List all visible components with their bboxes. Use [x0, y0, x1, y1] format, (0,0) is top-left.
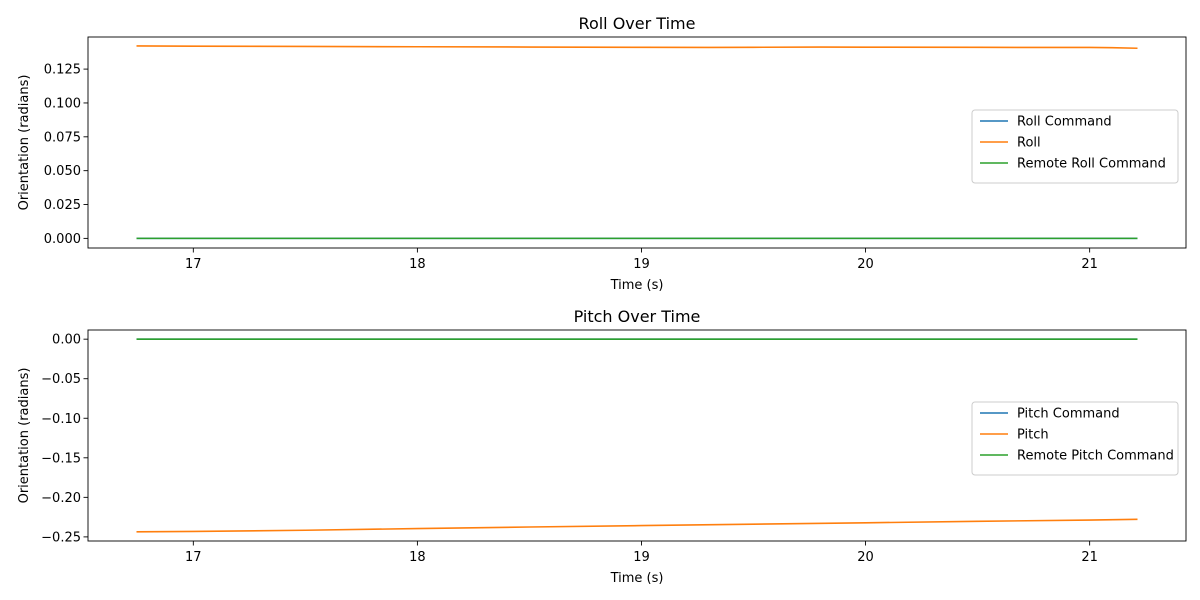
- legend-box: [971, 401, 1179, 476]
- legend: Pitch Command Pitch Remote Pitch Command: [971, 401, 1179, 476]
- x-tick-label: 18: [409, 550, 426, 565]
- y-tick-label: −0.05: [41, 372, 81, 387]
- y-tick-label: 0.075: [44, 130, 81, 145]
- series-line-roll: [136, 45, 1138, 50]
- chart-title: Pitch Over Time: [574, 307, 701, 326]
- legend-box: [971, 109, 1179, 184]
- y-tick-label: −0.25: [41, 530, 81, 545]
- x-tick-label: 21: [1081, 550, 1098, 565]
- y-tick-label: −0.10: [41, 412, 81, 427]
- x-axis-label: Time (s): [610, 571, 664, 586]
- x-tick-label: 20: [857, 550, 874, 565]
- x-tick-label: 19: [633, 257, 650, 272]
- legend-label: Remote Roll Command: [1017, 157, 1166, 172]
- y-tick-label: 0.125: [44, 63, 81, 78]
- y-axis-label: Orientation (radians): [17, 368, 32, 504]
- x-tick-label: 19: [633, 550, 650, 565]
- y-tick-label: −0.20: [41, 491, 81, 506]
- legend-label: Pitch: [1017, 428, 1049, 443]
- y-tick-label: 0.000: [44, 232, 81, 247]
- x-tick-label: 20: [857, 257, 874, 272]
- legend-label: Roll Command: [1017, 115, 1112, 130]
- y-tick-label: 0.025: [44, 198, 81, 213]
- y-axis-label: Orientation (radians): [17, 75, 32, 211]
- chart-title: Roll Over Time: [579, 14, 696, 33]
- legend: Roll Command Roll Remote Roll Command: [971, 109, 1179, 184]
- y-tick-label: 0.100: [44, 96, 81, 111]
- chart-1: Pitch Over Time 17 18 19 20 21 0.00 −0.05 −0.10 −…: [17, 307, 1187, 586]
- x-tick-label: 21: [1081, 257, 1098, 272]
- chart-0: Roll Over Time 17 18 19 20 21 0.000 0.025 0.050 0…: [17, 14, 1187, 293]
- y-tick-label: 0.00: [52, 333, 81, 348]
- x-tick-label: 17: [185, 257, 202, 272]
- legend-label: Pitch Command: [1017, 407, 1120, 422]
- y-tick-label: 0.050: [44, 164, 81, 179]
- axes-frame: [87, 329, 1187, 542]
- x-axis-label: Time (s): [610, 278, 664, 293]
- series-line-pitch: [136, 518, 1138, 533]
- x-tick-label: 18: [409, 257, 426, 272]
- legend-label: Roll: [1017, 136, 1041, 151]
- legend-label: Remote Pitch Command: [1017, 449, 1174, 464]
- y-tick-label: −0.15: [41, 451, 81, 466]
- x-tick-label: 17: [185, 550, 202, 565]
- axes-frame: [87, 36, 1187, 249]
